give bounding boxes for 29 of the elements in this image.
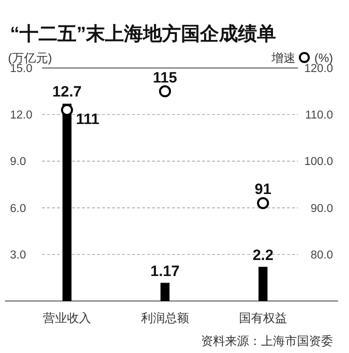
data-label: 2.2	[252, 246, 274, 264]
point	[257, 197, 269, 210]
data-label: 91	[254, 181, 272, 198]
y-tick-label: 3.0	[10, 249, 26, 262]
y2-tick-label: 120.0	[304, 63, 333, 75]
x-tick-label: 营业收入	[43, 311, 91, 325]
y2-tick-label: 90.0	[310, 202, 333, 215]
y-tick-label: 6.0	[10, 202, 26, 215]
data-label: 115	[152, 69, 178, 86]
bar	[160, 282, 170, 301]
data-label: 12.7	[52, 84, 82, 101]
bar	[258, 266, 268, 301]
y-axis-title: (万亿元)	[8, 51, 52, 65]
y-tick-label: 12.0	[10, 110, 32, 122]
y2-tick-label: 100.0	[304, 156, 333, 168]
y-tick-label: 15.0	[10, 63, 32, 75]
x-tick-label: 国有权益	[239, 311, 287, 325]
y-tick-label: 9.0	[10, 156, 26, 168]
y2-axis-title: (%)	[314, 51, 333, 65]
point	[159, 85, 171, 98]
data-label: 1.17	[150, 262, 180, 280]
x-tick-label: 利润总额	[141, 311, 189, 325]
legend-label: 增速	[270, 51, 296, 65]
y2-tick-label: 110.0	[305, 110, 333, 122]
data-label: 111	[76, 110, 100, 128]
text: 资料来源：上海市国资委	[201, 334, 333, 348]
chart-title: “十二五”末上海地方国企成绩单	[10, 23, 276, 45]
bar	[62, 104, 72, 301]
y2-tick-label: 80.0	[310, 249, 333, 262]
